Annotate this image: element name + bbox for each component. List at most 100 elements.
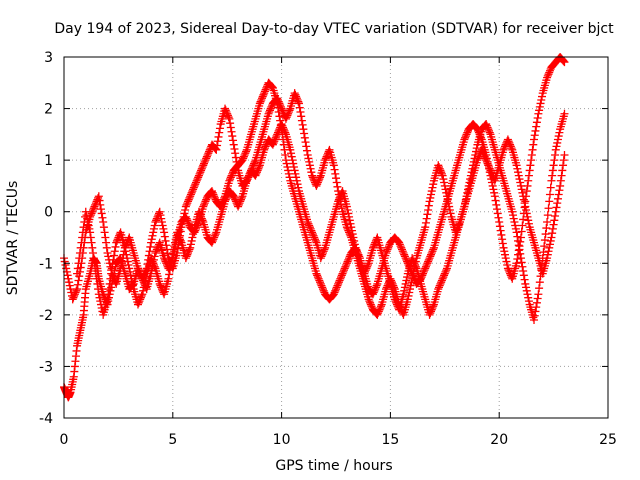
data-point-marker bbox=[513, 164, 522, 173]
data-point-marker bbox=[95, 196, 104, 205]
data-point-marker bbox=[244, 173, 253, 182]
data-point-marker bbox=[260, 87, 269, 96]
data-point-marker bbox=[512, 161, 521, 170]
data-point-marker bbox=[252, 168, 261, 177]
data-point-marker bbox=[537, 95, 546, 104]
data-point-marker bbox=[271, 133, 280, 142]
data-point-marker bbox=[503, 264, 512, 273]
data-point-marker bbox=[176, 236, 185, 245]
data-point-marker bbox=[292, 173, 301, 182]
data-point-marker bbox=[543, 73, 552, 82]
data-point-marker bbox=[375, 305, 384, 314]
data-point-marker bbox=[332, 178, 341, 187]
data-point-marker bbox=[192, 178, 201, 187]
data-point-marker bbox=[345, 212, 354, 221]
data-point-marker bbox=[253, 166, 262, 175]
data-point-marker bbox=[317, 252, 326, 261]
data-point-marker bbox=[256, 97, 265, 106]
data-point-marker bbox=[524, 171, 533, 180]
data-point-marker bbox=[268, 140, 277, 149]
data-point-marker bbox=[279, 125, 288, 134]
data-point-marker bbox=[399, 290, 408, 299]
data-point-marker bbox=[518, 188, 527, 197]
data-point-marker bbox=[408, 254, 417, 263]
data-point-marker bbox=[514, 171, 523, 180]
data-point-marker bbox=[408, 274, 417, 283]
data-point-marker bbox=[535, 278, 544, 287]
data-point-marker bbox=[293, 180, 302, 189]
data-point-marker bbox=[503, 135, 512, 144]
data-point-marker bbox=[250, 159, 259, 168]
data-point-marker bbox=[559, 161, 568, 170]
data-point-marker bbox=[93, 279, 102, 288]
data-point-marker bbox=[545, 66, 554, 75]
data-point-marker bbox=[329, 161, 338, 170]
data-point-marker bbox=[157, 283, 166, 292]
data-point-marker bbox=[126, 267, 135, 276]
data-point-marker bbox=[292, 94, 301, 103]
data-point-marker bbox=[427, 187, 436, 196]
data-point-marker bbox=[110, 247, 119, 256]
data-point-marker bbox=[210, 192, 219, 201]
data-point-marker bbox=[186, 243, 195, 252]
data-point-marker bbox=[511, 221, 520, 230]
data-point-marker bbox=[91, 264, 100, 273]
data-point-marker bbox=[524, 219, 533, 228]
data-point-marker bbox=[440, 269, 449, 278]
data-point-marker bbox=[336, 274, 345, 283]
data-point-marker bbox=[484, 161, 493, 170]
x-tick-label: 5 bbox=[168, 432, 177, 448]
data-point-marker bbox=[274, 97, 283, 106]
data-point-marker bbox=[306, 164, 315, 173]
data-point-marker bbox=[162, 241, 171, 250]
data-point-marker bbox=[543, 218, 552, 227]
data-point-marker bbox=[100, 228, 109, 237]
data-point-marker bbox=[270, 137, 279, 146]
data-point-marker bbox=[553, 199, 562, 208]
data-point-marker bbox=[239, 152, 248, 161]
data-point-marker bbox=[337, 204, 346, 213]
data-point-marker bbox=[392, 298, 401, 307]
data-point-marker bbox=[123, 254, 132, 263]
data-point-marker bbox=[401, 279, 410, 288]
data-point-marker bbox=[419, 267, 428, 276]
data-point-marker bbox=[332, 283, 341, 292]
data-point-marker bbox=[312, 269, 321, 278]
data-point-marker bbox=[306, 224, 315, 233]
data-point-marker bbox=[334, 278, 343, 287]
data-point-marker bbox=[208, 236, 217, 245]
data-point-marker bbox=[531, 307, 540, 316]
data-point-marker bbox=[530, 316, 539, 325]
data-point-marker bbox=[122, 250, 131, 259]
data-point-marker bbox=[209, 190, 218, 199]
data-point-marker bbox=[345, 254, 354, 263]
data-point-marker bbox=[553, 138, 562, 147]
data-point-marker bbox=[163, 249, 172, 258]
data-point-marker bbox=[437, 168, 446, 177]
data-point-marker bbox=[73, 269, 82, 278]
data-point-marker bbox=[490, 192, 499, 201]
data-point-marker bbox=[152, 216, 161, 225]
data-point-marker bbox=[551, 212, 560, 221]
data-point-marker bbox=[423, 259, 432, 268]
data-point-marker bbox=[543, 211, 552, 220]
data-point-marker bbox=[189, 226, 198, 235]
data-point-marker bbox=[543, 71, 552, 80]
data-point-marker bbox=[514, 241, 523, 250]
data-point-marker bbox=[107, 264, 116, 273]
data-point-marker bbox=[337, 273, 346, 282]
data-point-marker bbox=[155, 207, 164, 216]
data-point-marker bbox=[267, 82, 276, 91]
data-point-marker bbox=[334, 197, 343, 206]
data-point-marker bbox=[210, 231, 219, 240]
data-point-marker bbox=[343, 205, 352, 214]
data-point-marker bbox=[519, 215, 528, 224]
data-point-marker bbox=[340, 264, 349, 273]
data-point-marker bbox=[368, 243, 377, 252]
data-point-marker bbox=[187, 188, 196, 197]
data-point-marker bbox=[156, 211, 165, 220]
data-point-marker bbox=[228, 169, 237, 178]
data-point-marker bbox=[141, 276, 150, 285]
y-tick-label: 3 bbox=[44, 50, 53, 66]
data-point-marker bbox=[148, 257, 157, 266]
